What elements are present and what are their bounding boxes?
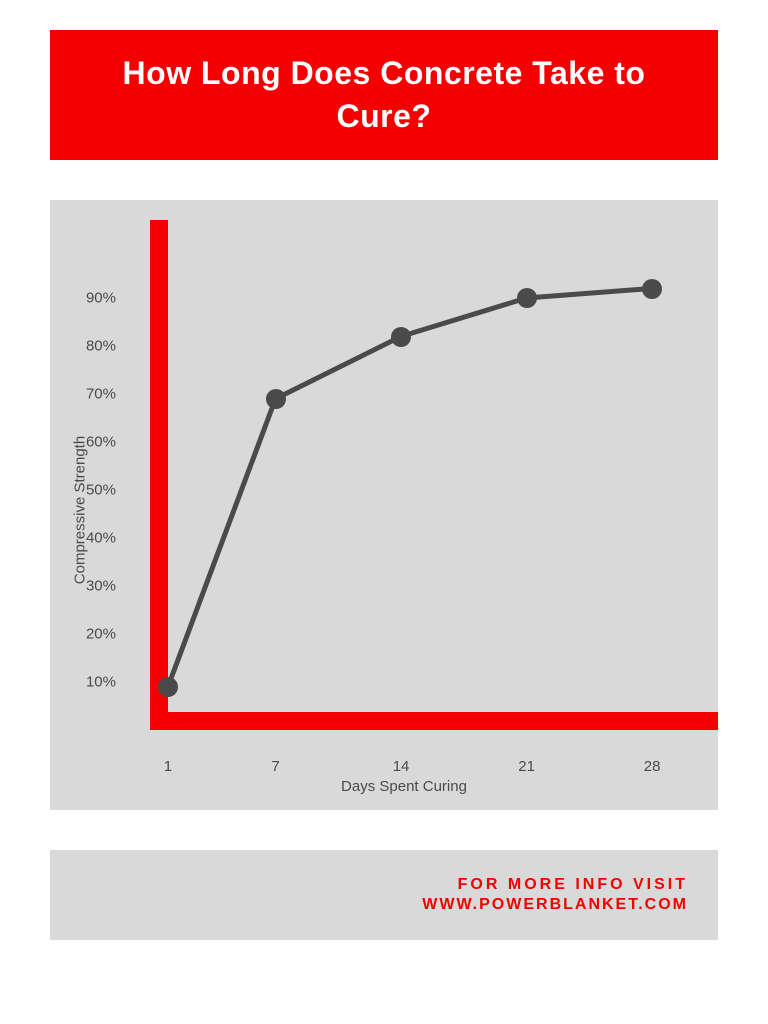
x-axis-label: Days Spent Curing [341, 778, 467, 795]
x-tick-label: 1 [164, 758, 172, 775]
plot-region: 10%20%30%40%50%60%70%80%90% 17142128 [150, 250, 688, 730]
x-tick-label: 21 [518, 758, 535, 775]
x-tick-label: 28 [644, 758, 661, 775]
y-tick-label: 80% [86, 338, 116, 355]
x-tick-label: 7 [271, 758, 279, 775]
chart-marker [391, 327, 411, 347]
y-tick-label: 50% [86, 482, 116, 499]
y-tick-label: 30% [86, 578, 116, 595]
page-title: How Long Does Concrete Take to Cure? [50, 30, 718, 160]
chart-line [168, 289, 652, 687]
chart-marker [642, 279, 662, 299]
y-tick-label: 70% [86, 386, 116, 403]
chart-container: Compressive Strength 10%20%30%40%50%60%7… [50, 200, 718, 810]
footer-url: WWW.POWERBLANKET.COM [422, 896, 688, 914]
y-tick-label: 10% [86, 674, 116, 691]
y-tick-label: 90% [86, 290, 116, 307]
y-tick-label: 40% [86, 530, 116, 547]
x-tick-label: 14 [393, 758, 410, 775]
chart-area: Compressive Strength 10%20%30%40%50%60%7… [120, 220, 688, 800]
chart-marker [517, 288, 537, 308]
y-tick-label: 60% [86, 434, 116, 451]
y-axis-label: Compressive Strength [72, 436, 89, 584]
chart-marker [158, 677, 178, 697]
line-chart [150, 250, 688, 730]
footer: FOR MORE INFO VISIT WWW.POWERBLANKET.COM [50, 850, 718, 940]
x-ticks: 1 7 14 21 28 [150, 758, 688, 778]
chart-marker [266, 389, 286, 409]
footer-cta: FOR MORE INFO VISIT [458, 876, 688, 894]
y-tick-label: 20% [86, 626, 116, 643]
